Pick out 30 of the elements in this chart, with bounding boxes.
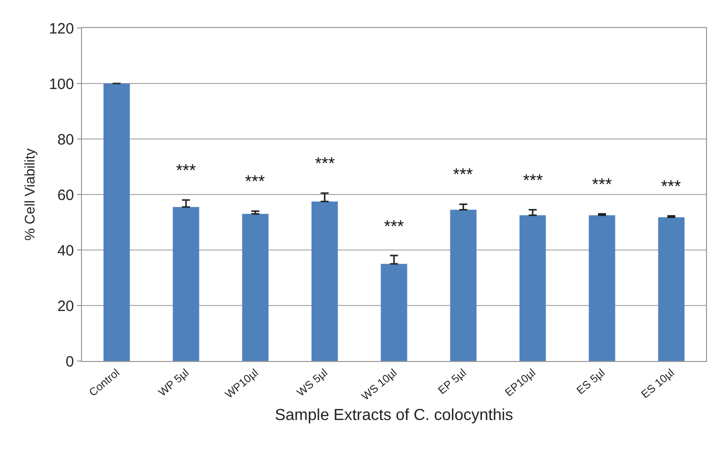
x-tick-label: WP 5µl: [156, 367, 192, 400]
annotation: ***: [453, 165, 474, 184]
x-axis-title: Sample Extracts of C. colocynthis: [274, 406, 514, 424]
bar: [103, 84, 130, 361]
y-tick-label: 0: [66, 353, 74, 370]
annotation: ***: [315, 154, 336, 173]
bar: [311, 201, 338, 361]
y-tick-label: 60: [57, 186, 74, 204]
annotation: ***: [661, 177, 682, 196]
y-tick-label: 20: [57, 298, 74, 315]
x-tick-label: WS 5µl: [295, 367, 330, 400]
y-axis-title: % Cell Viability: [22, 148, 38, 241]
y-tick-label: 40: [57, 242, 74, 260]
annotation: ***: [245, 172, 266, 191]
bar: [588, 215, 616, 361]
annotation: ***: [523, 171, 544, 190]
bar: [658, 217, 685, 361]
bar: [242, 214, 269, 361]
bar: [172, 206, 200, 361]
bar: [519, 215, 546, 361]
annotation: ***: [592, 175, 612, 194]
annotation: ***: [384, 217, 404, 236]
annotation: ***: [176, 161, 196, 180]
bar: [380, 264, 408, 361]
y-tick-label: 100: [48, 76, 74, 93]
x-tick-label: EP 5µl: [436, 367, 469, 398]
y-tick-label: 120: [48, 20, 74, 38]
bar: [450, 210, 477, 361]
y-tick-label: 80: [57, 131, 74, 148]
x-tick-label: ES 5µl: [574, 367, 608, 398]
